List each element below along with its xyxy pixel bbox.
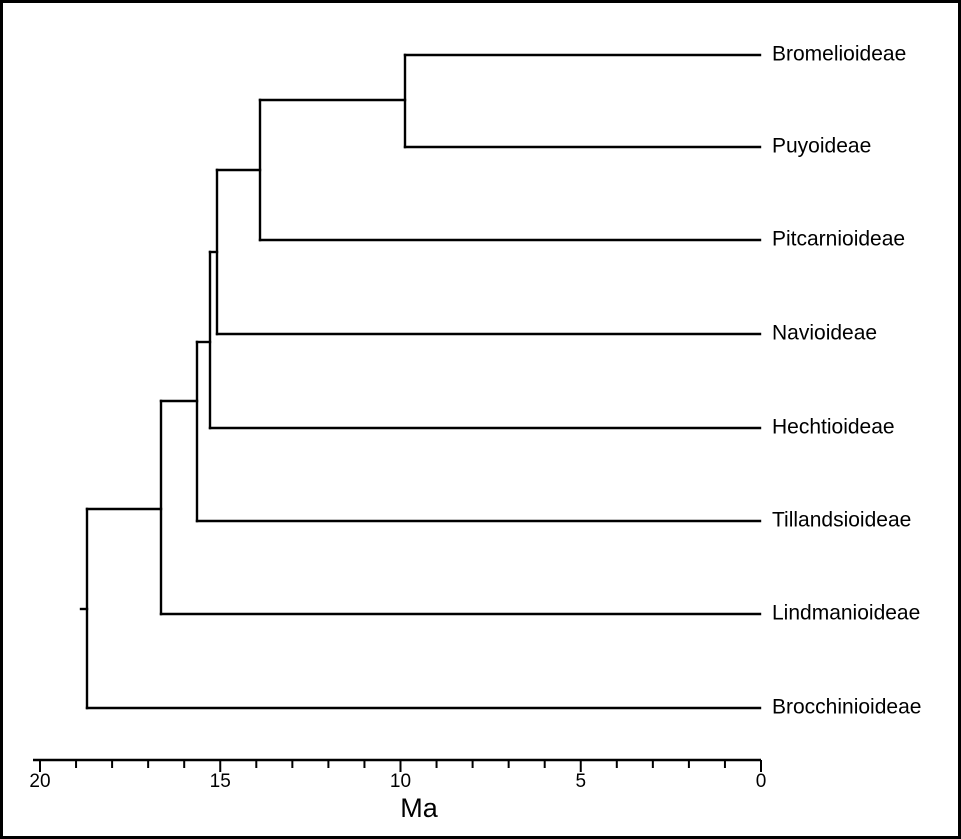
axis-title: Ma	[400, 793, 438, 823]
taxon-label-brocchinioideae: Brocchinioideae	[772, 696, 921, 719]
taxon-label-bromelioideae: Bromelioideae	[772, 43, 906, 66]
tick-label: 5	[575, 771, 586, 792]
tick-label: 20	[29, 771, 50, 792]
minor-ticks	[75, 760, 726, 768]
taxon-labels: Bromelioideae Puyoideae Pitcarnioideae N…	[772, 43, 921, 719]
tick-label: 15	[210, 771, 231, 792]
phylogenetic-tree	[79, 53, 762, 710]
taxon-label-navioideae: Navioideae	[772, 322, 877, 345]
time-axis: 20 15 10 5 0 Ma	[29, 758, 766, 823]
taxon-label-puyoideae: Puyoideae	[772, 135, 871, 158]
tick-label: 10	[390, 771, 411, 792]
tick-label: 0	[756, 771, 767, 792]
taxon-label-pitcarnioideae: Pitcarnioideae	[772, 228, 905, 251]
major-ticks: 20 15 10 5 0	[29, 760, 766, 792]
taxon-label-hechtioideae: Hechtioideae	[772, 416, 895, 439]
taxon-label-tillandsioideae: Tillandsioideae	[772, 509, 911, 532]
taxon-label-lindmanioideae: Lindmanioideae	[772, 602, 920, 625]
